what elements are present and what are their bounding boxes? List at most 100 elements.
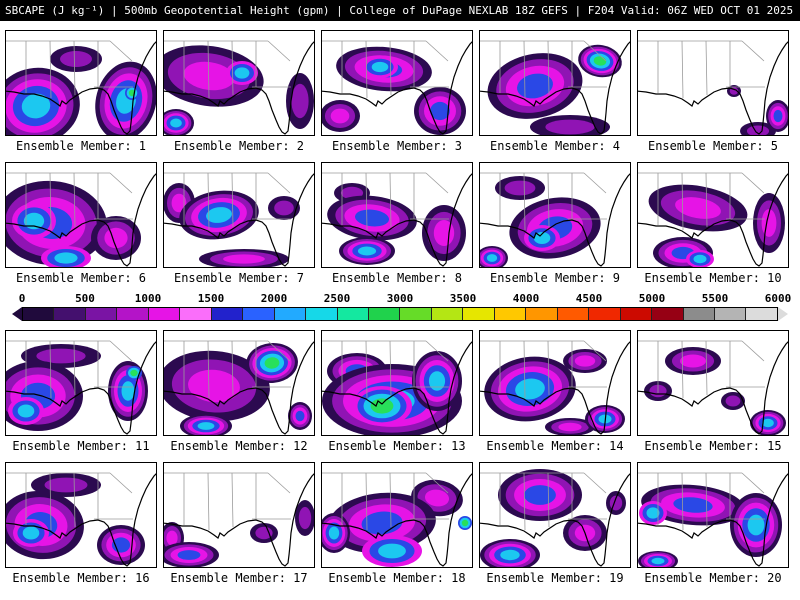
- ensemble-member-label: Ensemble Member: 12: [170, 439, 308, 453]
- colorbar-segment: [368, 308, 401, 320]
- ensemble-member-label: Ensemble Member: 2: [173, 139, 305, 153]
- state-borders: [638, 40, 765, 99]
- cape-map: [321, 30, 473, 136]
- colorbar-segment: [494, 308, 527, 320]
- ensemble-member-label: Ensemble Member: 8: [331, 271, 463, 285]
- ensemble-member-label: Ensemble Member: 20: [644, 571, 782, 585]
- colorbar-segment: [400, 308, 432, 320]
- colorbar-segment: [85, 308, 118, 320]
- ensemble-panel: Ensemble Member: 15: [637, 330, 789, 453]
- colorbar-segment: [746, 308, 777, 320]
- coastline: [6, 473, 156, 567]
- cape-field: [164, 500, 314, 567]
- ensemble-member-label: Ensemble Member: 18: [328, 571, 466, 585]
- cape-map: [479, 162, 631, 268]
- colorbar-tick-label: 5500: [701, 292, 729, 305]
- state-borders: [638, 172, 765, 231]
- colorbar-segment: [337, 308, 369, 320]
- ensemble-panel: Ensemble Member: 6: [5, 162, 157, 285]
- colorbar-right-arrow: [778, 307, 788, 321]
- ensemble-member-label: Ensemble Member: 1: [15, 139, 147, 153]
- cape-field: [480, 176, 601, 267]
- ensemble-member-label: Ensemble Member: 15: [644, 439, 782, 453]
- cape-field: [638, 484, 782, 567]
- cape-field: [6, 344, 148, 431]
- ensemble-panel: Ensemble Member: 7: [163, 162, 315, 285]
- ensemble-panel: Ensemble Member: 19: [479, 462, 631, 585]
- cape-field: [322, 479, 472, 567]
- state-borders: [322, 340, 449, 399]
- ensemble-member-label: Ensemble Member: 7: [173, 271, 305, 285]
- coastline: [638, 341, 788, 435]
- ensemble-row-2: Ensemble Member: 6 Ensemble Member: 7 En…: [0, 162, 800, 285]
- colorbar-segment: [589, 308, 621, 320]
- coastline: [164, 173, 314, 267]
- state-borders: [480, 40, 607, 99]
- colorbar-segment: [620, 308, 653, 320]
- cape-field: [6, 46, 156, 135]
- state-borders: [6, 172, 133, 231]
- ensemble-member-label: Ensemble Member: 4: [489, 139, 621, 153]
- coastline: [480, 173, 630, 267]
- cape-field: [484, 349, 625, 435]
- colorbar-tick-label: 4000: [512, 292, 540, 305]
- colorbar-tick-label: 0: [18, 292, 26, 305]
- cape-map: [479, 330, 631, 436]
- ensemble-panel: Ensemble Member: 13: [321, 330, 473, 453]
- coastline: [164, 41, 314, 135]
- cape-map: [5, 30, 157, 136]
- colorbar-tick-label: 2000: [260, 292, 288, 305]
- colorbar-segment: [211, 308, 244, 320]
- colorbar-tick-label: 6000: [764, 292, 792, 305]
- cape-map: [479, 30, 631, 136]
- ensemble-panel: Ensemble Member: 1: [5, 30, 157, 153]
- state-borders: [6, 40, 133, 99]
- state-borders: [6, 472, 133, 531]
- ensemble-member-label: Ensemble Member: 14: [486, 439, 624, 453]
- coastline: [164, 341, 314, 435]
- cape-map: [321, 162, 473, 268]
- ensemble-panel: Ensemble Member: 2: [163, 30, 315, 153]
- coastline: [322, 341, 472, 435]
- colorbar-segment: [274, 308, 307, 320]
- coastline: [6, 173, 156, 267]
- cape-map: [163, 30, 315, 136]
- cape-field: [648, 184, 785, 267]
- colorbar-tick-label: 500: [75, 292, 95, 305]
- ensemble-panel: Ensemble Member: 10: [637, 162, 789, 285]
- ensemble-member-label: Ensemble Member: 19: [486, 571, 624, 585]
- colorbar-tick-label: 3000: [386, 292, 414, 305]
- ensemble-member-label: Ensemble Member: 9: [489, 271, 621, 285]
- cape-map: [163, 462, 315, 568]
- ensemble-panel: Ensemble Member: 5: [637, 30, 789, 153]
- colorbar-tick-label: 3500: [449, 292, 477, 305]
- cape-map: [5, 162, 157, 268]
- colorbar-tick-label: 1500: [197, 292, 225, 305]
- colorbar-segment: [683, 308, 715, 320]
- colorbar-segment: [526, 308, 558, 320]
- ensemble-panel: Ensemble Member: 8: [321, 162, 473, 285]
- colorbar-segment: [431, 308, 464, 320]
- cape-colorbar: 0 500 1000 1500 2000 2500 3000 3500 4000 4500 5000…: [12, 292, 791, 321]
- cape-map: [321, 330, 473, 436]
- cape-map: [5, 462, 157, 568]
- colorbar-segment: [243, 308, 275, 320]
- state-borders: [480, 172, 607, 231]
- cape-map: [479, 462, 631, 568]
- ensemble-panel: Ensemble Member: 18: [321, 462, 473, 585]
- ensemble-row-4: Ensemble Member: 16 Ensemble Member: 17 …: [0, 462, 800, 585]
- cape-map: [163, 162, 315, 268]
- cape-map: [637, 330, 789, 436]
- ensemble-panel: Ensemble Member: 16: [5, 462, 157, 585]
- coastline: [638, 41, 788, 135]
- coastline: [480, 341, 630, 435]
- state-borders: [164, 40, 291, 99]
- state-borders: [480, 340, 607, 399]
- coastline: [322, 173, 472, 267]
- colorbar-segment: [54, 308, 86, 320]
- ensemble-member-label: Ensemble Member: 13: [328, 439, 466, 453]
- ensemble-panel: Ensemble Member: 9: [479, 162, 631, 285]
- coastline: [480, 473, 630, 567]
- ensemble-panel: Ensemble Member: 17: [163, 462, 315, 585]
- colorbar-segment: [557, 308, 590, 320]
